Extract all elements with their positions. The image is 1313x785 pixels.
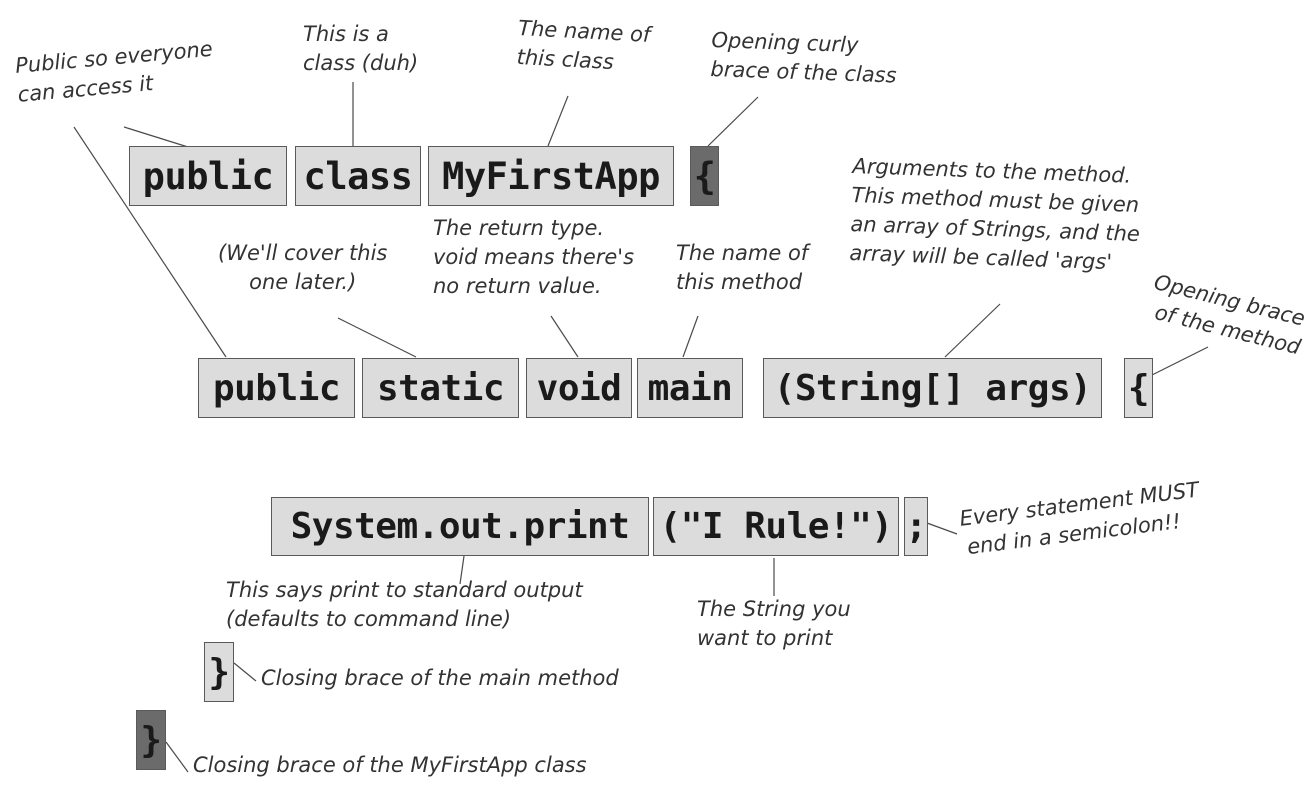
leader-semicolon	[926, 522, 958, 535]
token-closing-brace-method: }	[204, 642, 234, 702]
leader-method-brace	[1151, 346, 1209, 376]
token-class-name: MyFirstApp	[428, 146, 674, 206]
token-closing-brace-class: }	[136, 710, 166, 770]
token-method-opening-brace: {	[1124, 358, 1153, 418]
leader-static	[337, 317, 417, 358]
token-class-keyword: class	[295, 146, 421, 206]
note-close-class: Closing brace of the MyFirstApp class	[193, 753, 587, 777]
note-class: This is a class (duh)	[303, 22, 419, 75]
note-return-type: The return type. void means there's no ret…	[433, 216, 635, 298]
leader-print	[459, 555, 465, 585]
token-public-class: public	[129, 146, 287, 206]
leader-class-brace	[707, 96, 759, 147]
token-main: main	[637, 358, 743, 418]
note-print: This says print to standard output (defau…	[226, 578, 583, 631]
leader-close-method	[233, 662, 257, 682]
note-class-brace: Opening curly brace of the class	[710, 27, 897, 88]
leader-close-class	[165, 741, 189, 773]
token-system-out-print: System.out.print	[271, 497, 649, 556]
leader-method-name	[682, 315, 699, 358]
note-arguments: Arguments to the method. This method must…	[849, 153, 1141, 275]
token-print-argument: ("I Rule!")	[653, 497, 899, 556]
leader-arguments	[944, 303, 1001, 358]
note-class-name: The name of this class	[516, 15, 651, 75]
token-class-opening-brace: {	[690, 146, 719, 206]
token-public-method: public	[198, 358, 355, 418]
leader-public-class	[123, 126, 189, 148]
token-arguments: (String[] args)	[763, 358, 1102, 418]
token-static: static	[362, 358, 519, 418]
leader-name	[547, 95, 569, 147]
leader-public-method	[73, 126, 227, 358]
note-static: (We'll cover this one later.)	[218, 241, 388, 294]
note-string: The String you want to print	[697, 597, 851, 650]
token-void: void	[526, 358, 632, 418]
note-method-name: The name of this method	[676, 241, 809, 294]
note-close-method: Closing brace of the main method	[261, 666, 619, 690]
token-semicolon: ;	[904, 497, 928, 556]
leader-return-type	[550, 315, 579, 358]
